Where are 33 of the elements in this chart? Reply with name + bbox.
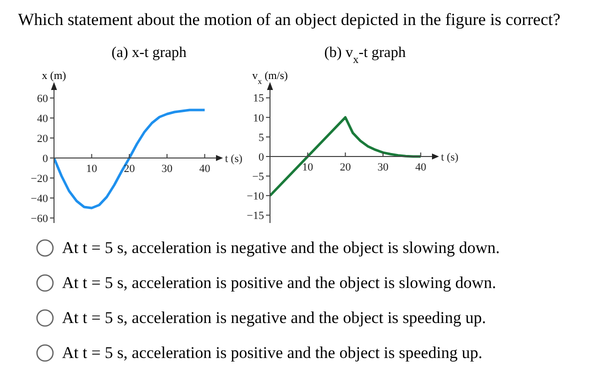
chart-title: (a) x-t graph [112, 45, 187, 61]
y-tick-label: −5 [252, 170, 264, 183]
chart-title: (b) v$_{x}$-t graph [324, 45, 406, 66]
y-tick-label: 5 [258, 132, 264, 144]
x-tick-label: 30 [378, 162, 390, 174]
text: Which statement about the motion of an object depicted in the figure is correct? [18, 10, 560, 30]
y-tick-label: 0 [258, 151, 264, 164]
y-tick-label: 15 [253, 92, 264, 105]
y-tick-label: 10 [253, 112, 264, 124]
x-axis-title: t (s) [225, 153, 243, 165]
x-tick-label: 10 [302, 162, 314, 174]
x-tick-label: 30 [162, 163, 174, 175]
y-axis-title: v$_{x}$ (m/s) [252, 70, 288, 86]
x-axis-title: t (s) [441, 152, 459, 164]
y-tick-label: −15 [246, 210, 264, 222]
y-tick-label: −40 [30, 192, 48, 205]
y-tick-label: 20 [37, 132, 48, 145]
text: At t = 5 s, acceleration is negative and the object is slowing down. [62, 238, 500, 258]
y-axis-title: x (m) [42, 70, 66, 82]
y-tick-label: 40 [37, 112, 48, 125]
text: At t = 5 s, acceleration is negative and the object is speeding up. [62, 308, 486, 328]
x-tick-label: 40 [199, 163, 211, 175]
y-tick-label: −20 [30, 172, 48, 185]
x-tick-label: 40 [415, 162, 427, 174]
x-tick-label: 20 [340, 162, 352, 174]
x-tick-label: 10 [86, 163, 98, 175]
text: At t = 5 s, acceleration is positive and the object is speeding up. [62, 343, 482, 363]
y-tick-label: 60 [37, 92, 48, 105]
text: At t = 5 s, acceleration is positive and the object is slowing down. [62, 273, 496, 293]
x-tick-label: 20 [124, 163, 136, 175]
y-tick-label: −60 [30, 212, 48, 225]
y-tick-label: 0 [42, 152, 48, 165]
y-tick-label: −10 [246, 190, 264, 203]
